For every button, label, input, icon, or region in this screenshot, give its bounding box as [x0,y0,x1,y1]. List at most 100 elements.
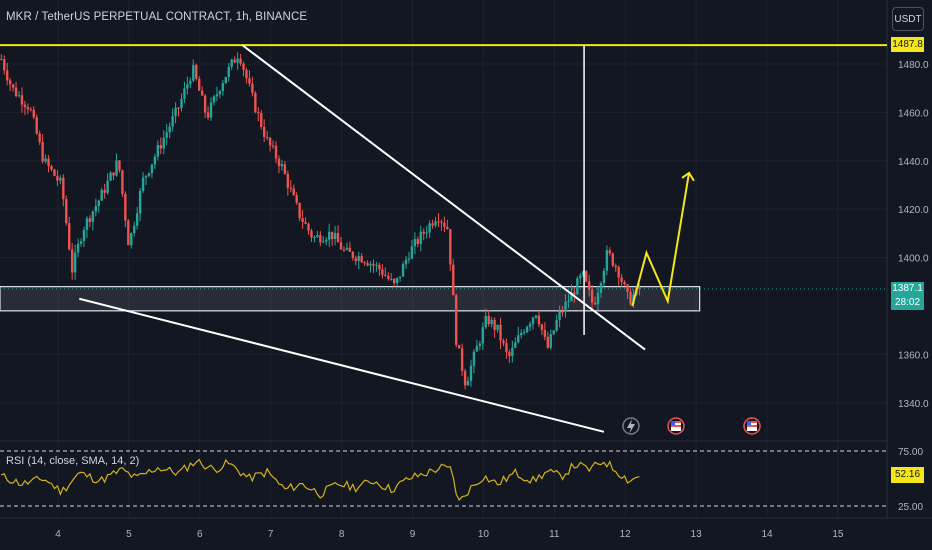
candle-body [428,223,431,233]
candle-body [369,263,372,266]
chart-grid [0,0,932,519]
candle-body [452,264,455,296]
candle-body [150,164,154,174]
candle-body [360,256,363,263]
candle-body [440,221,443,223]
time-tick-label: 5 [126,529,132,540]
rsi-level-label: 75.00 [898,447,923,458]
candle-body [218,91,222,95]
us-flag-event-icon-stripe [747,425,757,427]
candle-body [546,336,550,348]
candle-body [313,237,316,239]
support-zone-box [0,286,701,312]
candle-body [366,263,369,266]
candle-body [236,58,239,63]
candle-body [41,141,44,162]
us-flag-event-icon-canton [671,421,675,425]
candle-body [351,251,355,258]
candle-body [100,189,103,201]
chart-axes: 1480.0 1460.0 1440.0 1420.0 1400.0 1360.0 1340… [55,60,929,540]
candle-body [59,177,62,181]
candle-body [221,83,225,92]
candle-body [239,58,242,64]
candle-body [115,160,118,176]
candle-body [558,311,561,320]
candle-body [254,92,257,113]
candle-body [522,332,526,334]
candle-body [76,243,80,253]
candle-body [50,166,53,170]
candle-body [407,258,411,260]
candle-body [35,117,38,134]
candle-body [623,281,626,285]
projection-arrow-head [681,171,695,182]
candle-body [103,189,106,193]
candle-body [348,247,352,252]
candle-body [73,252,77,273]
candle-body [189,80,192,85]
candle-body [147,173,151,176]
candle-body [133,225,136,234]
candle-body [88,218,92,222]
candle-body [230,59,233,67]
candle-body [29,109,33,111]
candle-body [475,345,479,352]
candle-body [212,96,216,103]
candle-body [375,264,378,266]
candle-body [319,235,322,243]
lightning-bolt [627,419,635,434]
candle-body [174,107,177,117]
currency-button[interactable]: USDT [892,7,924,31]
rsi-line [1,458,640,501]
candle-body [227,66,230,78]
candle-body [280,164,284,167]
candle-body [186,84,189,89]
candle-body [3,59,6,71]
candle-body [277,158,281,167]
candle-body [354,257,357,262]
candle-body [531,317,535,324]
countdown-tag: 28:02 [891,296,924,310]
candle-body [165,132,168,138]
candle-body [404,259,408,265]
us-flag-event-icon-canton [747,421,751,425]
candle-body [363,262,366,264]
time-tick-label: 11 [549,529,560,540]
rsi-indicator-label[interactable]: RSI (14, close, SMA, 14, 2) [6,455,140,467]
candle-body [271,145,275,147]
candle-body [425,232,428,234]
candle-body [62,177,65,200]
candle-body [357,256,360,262]
candle-body [248,78,251,84]
candle-body [97,200,100,207]
trendline-drawings [0,44,887,435]
candle-body [573,292,576,295]
candle-body [206,112,210,118]
candle-body [520,332,523,336]
candle-body [381,269,384,275]
price-tick-label: 1440.0 [898,157,929,168]
candle-body [144,175,148,178]
symbol-title: MKR / TetherUS PERPETUAL CONTRACT, 1h, B… [6,11,308,23]
candle-body [292,188,295,196]
candle-body [508,351,511,357]
candle-body [505,343,508,352]
candle-body [481,327,485,344]
candle-body [85,218,89,230]
candle-body [47,158,50,167]
candle-body [567,301,570,303]
candle-body [620,277,623,282]
candle-body [8,80,12,85]
support-zone [0,286,887,312]
candle-body [342,249,346,251]
candle-body [487,315,490,325]
candle-body [127,220,130,246]
rsi-level-label: 25.00 [898,502,923,513]
time-tick-label: 9 [410,529,416,540]
candle-body [502,340,505,344]
candle-body [289,187,292,189]
candle-body [570,292,573,302]
time-tick-label: 6 [197,529,203,540]
candle-body [596,292,600,305]
